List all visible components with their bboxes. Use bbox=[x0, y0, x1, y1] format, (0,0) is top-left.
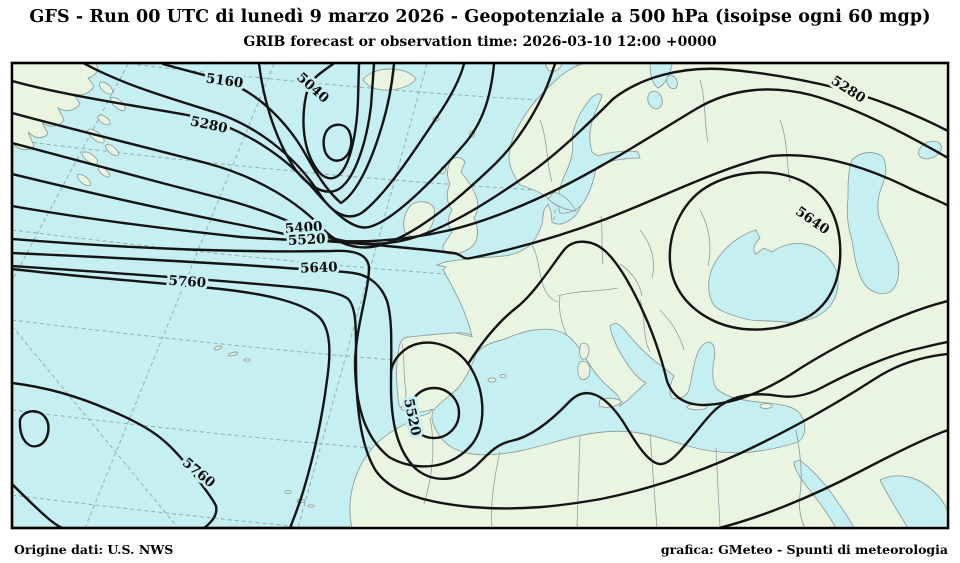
graphics-credit: grafica: GMeteo - Spunti di meteorologia bbox=[660, 542, 948, 557]
azores bbox=[243, 358, 251, 362]
nile-river bbox=[795, 429, 806, 527]
page-subtitle: GRIB forecast or observation time: 2026-… bbox=[243, 34, 717, 50]
canary-islands bbox=[307, 504, 315, 508]
persian-gulf bbox=[879, 475, 947, 527]
corsica bbox=[579, 342, 590, 360]
contour-5700 bbox=[13, 264, 947, 510]
page-title: GFS - Run 00 UTC di lunedì 9 marzo 2026 … bbox=[29, 7, 931, 27]
island bbox=[97, 166, 111, 178]
contour-5460 bbox=[13, 88, 947, 243]
caspian-sea bbox=[846, 152, 900, 294]
red-sea bbox=[793, 459, 854, 527]
map-frame-outline bbox=[10, 61, 950, 530]
menorca bbox=[499, 374, 507, 378]
azores bbox=[213, 345, 223, 351]
contour-5340 bbox=[13, 64, 557, 249]
contour-label-5520: 5520 bbox=[288, 231, 326, 249]
cyprus bbox=[759, 403, 773, 409]
contour-5580-east bbox=[466, 240, 947, 407]
contour-closed-cell bbox=[18, 410, 50, 448]
contour-5520-cutoff-low bbox=[407, 386, 461, 440]
data-source-credit: Origine dati: U.S. NWS bbox=[14, 542, 174, 557]
island-layer bbox=[487, 342, 773, 411]
contour-5580-spiral bbox=[13, 237, 484, 468]
contour-layer bbox=[13, 64, 947, 527]
sardinia bbox=[577, 360, 591, 380]
baltic-sea bbox=[557, 93, 641, 214]
mallorca bbox=[487, 377, 497, 383]
contour-corner bbox=[13, 483, 64, 527]
sea-layer bbox=[431, 64, 947, 527]
contour-5640-ridge-loop bbox=[668, 171, 842, 331]
contour-label-5760: 5760 bbox=[168, 273, 207, 292]
lake-ladoga bbox=[647, 90, 663, 110]
contour-5520 bbox=[13, 154, 947, 260]
lake-onega bbox=[666, 74, 678, 90]
contour-5760-south bbox=[13, 381, 218, 527]
skagerrak bbox=[547, 191, 577, 212]
azores bbox=[227, 351, 239, 357]
contour-5400 bbox=[13, 67, 947, 245]
island bbox=[98, 81, 114, 95]
island bbox=[81, 151, 99, 165]
contour-5160 bbox=[161, 64, 396, 205]
black-sea bbox=[708, 229, 839, 323]
contour-inner-low bbox=[322, 123, 353, 162]
contour-5040 bbox=[302, 64, 361, 180]
contour-5280 bbox=[13, 64, 496, 229]
iceland bbox=[362, 68, 417, 91]
contour-5640-main bbox=[13, 251, 947, 481]
contour-5760-north bbox=[13, 267, 331, 527]
border-layer bbox=[400, 79, 806, 527]
island bbox=[76, 173, 92, 187]
contour-5760-east bbox=[718, 429, 947, 527]
madeira bbox=[284, 490, 292, 494]
contour-label-5640: 5640 bbox=[300, 259, 338, 276]
island bbox=[105, 143, 119, 157]
island bbox=[97, 114, 111, 126]
